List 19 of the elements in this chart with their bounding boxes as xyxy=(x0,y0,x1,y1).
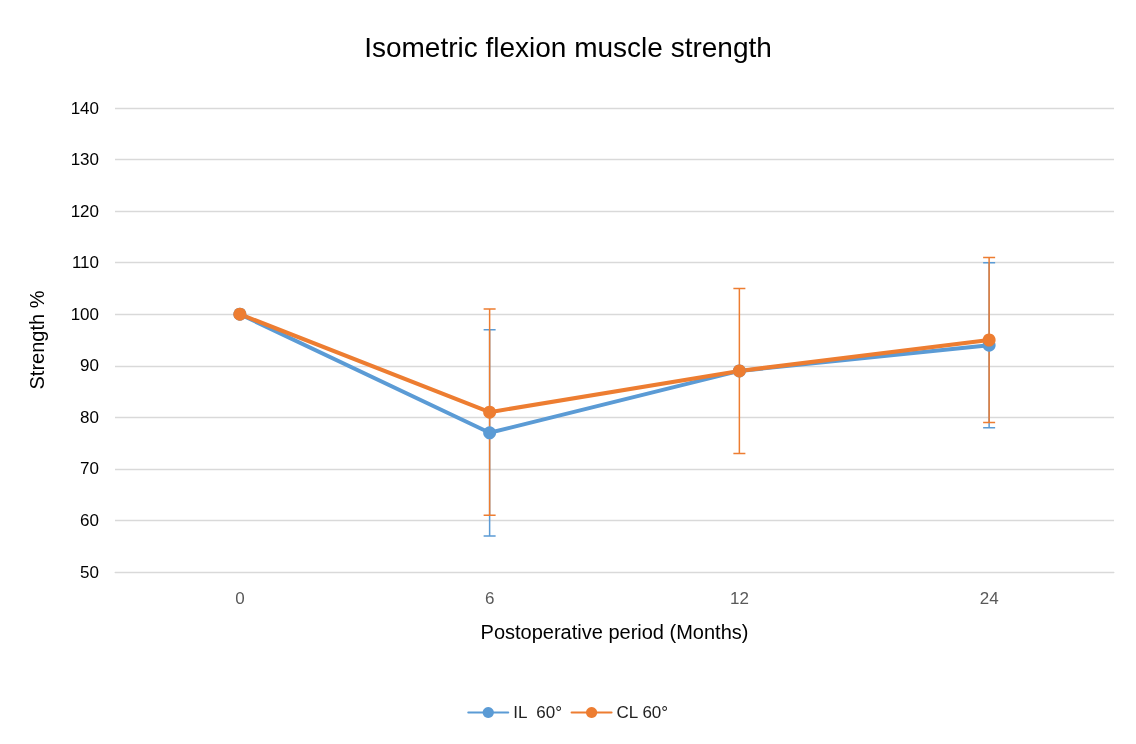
chart-title: Isometric flexion muscle strength xyxy=(364,31,772,63)
y-tick-label: 110 xyxy=(71,253,99,273)
y-axis-title: Strength % xyxy=(26,290,48,390)
y-tick-label: 60 xyxy=(80,510,99,530)
x-tick-label: 12 xyxy=(729,589,749,608)
x-tick-label: 6 xyxy=(484,589,495,608)
x-tick-label: 24 xyxy=(979,589,999,608)
y-tick-label: 140 xyxy=(70,98,99,118)
x-axis-title: Postoperative period (Months) xyxy=(480,621,749,643)
x-tick-label: 0 xyxy=(235,589,245,608)
legend-label: IL 60° xyxy=(513,703,562,722)
y-tick-label: 130 xyxy=(70,150,99,170)
y-tick-label: 120 xyxy=(70,201,99,221)
y-tick-label: 80 xyxy=(80,407,99,427)
legend-label: CL 60° xyxy=(616,703,669,722)
y-tick-label: 90 xyxy=(80,356,99,376)
y-tick-label: 70 xyxy=(80,459,99,479)
y-tick-label: 100 xyxy=(70,304,99,324)
y-tick-label: 50 xyxy=(80,562,99,582)
